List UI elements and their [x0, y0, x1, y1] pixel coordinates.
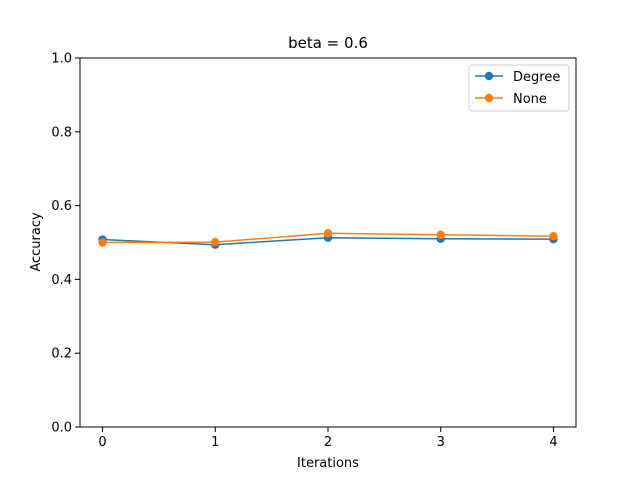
y-tick-label: 1.0 — [51, 52, 72, 67]
data-point-none — [323, 229, 333, 238]
x-tick-label: 4 — [549, 435, 557, 450]
y-tick-label: 0.6 — [51, 199, 72, 214]
legend-label-degree: Degree — [513, 70, 560, 85]
plot-area: 0 1 2 3 4 0.0 0.2 0.4 0.6 0.8 1.0 — [51, 52, 577, 450]
x-axis-title: Iterations — [297, 456, 359, 471]
legend-label-none: None — [513, 92, 547, 107]
x-tick-label: 0 — [98, 435, 106, 450]
x-tick-label: 2 — [324, 435, 332, 450]
chart-title: beta = 0.6 — [288, 34, 368, 52]
axes-frame — [79, 57, 577, 428]
data-point-none — [98, 238, 107, 247]
y-tick-label: 0.2 — [51, 347, 72, 362]
legend-marker-degree — [484, 71, 494, 81]
y-tick-label: 0.4 — [51, 273, 72, 288]
data-point-none — [436, 230, 445, 239]
x-tick-label: 1 — [211, 435, 219, 450]
legend-marker-none — [484, 93, 494, 103]
data-point-none — [211, 237, 220, 247]
data-point-none — [549, 232, 558, 241]
y-axis-title: Accuracy — [29, 212, 44, 272]
y-tick-label: 0.8 — [51, 125, 72, 140]
legend: Degree None — [468, 64, 570, 112]
y-tick-label: 0.0 — [51, 421, 72, 436]
x-tick-label: 3 — [437, 435, 445, 450]
